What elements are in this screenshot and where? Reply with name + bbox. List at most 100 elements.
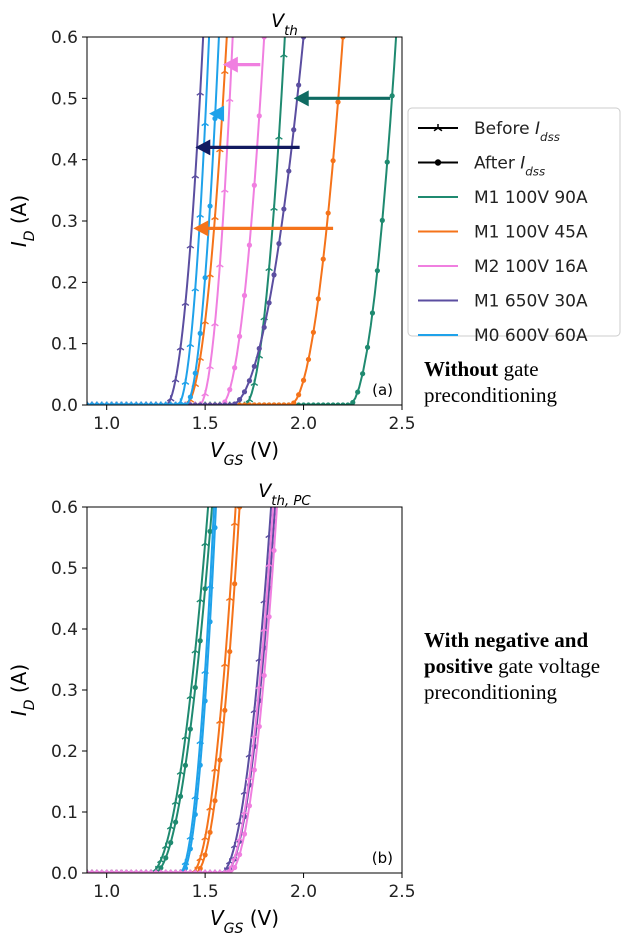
data-point [177, 402, 184, 405]
data-point [201, 119, 209, 127]
curve-line [87, 37, 211, 405]
data-point [236, 402, 243, 405]
data-point [310, 402, 317, 405]
data-point [187, 726, 193, 732]
axes-frame-a [86, 36, 403, 406]
shift-arrow-4 [209, 105, 225, 122]
x-tick-label: 2.0 [290, 414, 317, 434]
data-point [369, 310, 376, 316]
data-point [206, 363, 214, 370]
data-point [261, 37, 267, 40]
data-point [350, 399, 356, 405]
data-point [266, 614, 272, 620]
data-point [123, 870, 129, 873]
panel-b: 1.0 1.5 2.0 2.5 0.0 0.1 0.2 0.3 0.4 0.5 0.6 Vth, PC… [7, 480, 416, 937]
y-tick-label: 0.5 [51, 89, 78, 109]
data-point [207, 870, 213, 873]
data-point [177, 870, 184, 873]
data-point [241, 389, 248, 395]
data-point [143, 870, 149, 873]
data-point [227, 387, 233, 393]
x-axis-label-b: VGS (V) [210, 906, 279, 937]
data-point [211, 765, 219, 772]
data-point [296, 392, 302, 398]
data-point [320, 402, 326, 405]
data-point [320, 256, 326, 262]
data-point [94, 870, 100, 873]
curve-b-4-before [87, 507, 215, 873]
data-point [325, 402, 331, 405]
data-point [158, 865, 164, 871]
y-tick-label: 0.1 [51, 803, 78, 823]
shift-arrow-0 [293, 90, 391, 107]
data-point [225, 594, 234, 602]
data-point [87, 870, 90, 873]
data-point [225, 95, 234, 103]
data-point [163, 870, 169, 873]
data-point [222, 402, 228, 405]
panel-a: 1.0 1.5 2.0 2.5 0.0 0.1 0.2 0.3 0.4 0.5 0.6 Vth VGS … [7, 10, 416, 469]
data-point [325, 210, 331, 216]
data-point [245, 774, 254, 781]
data-point [276, 402, 282, 405]
curve-a-0-before [87, 37, 288, 405]
data-point [250, 732, 259, 739]
data-point [143, 402, 149, 405]
data-point [281, 402, 287, 405]
data-point [374, 268, 380, 274]
data-point [182, 762, 189, 768]
curve-line [87, 37, 305, 405]
curve-line [87, 507, 237, 873]
data-point [138, 870, 144, 873]
data-point [230, 519, 239, 527]
data-point [379, 217, 385, 223]
data-point [276, 241, 282, 247]
curve-line [87, 37, 205, 405]
data-point [235, 835, 244, 842]
chart-title-b: Vth, PC [258, 480, 311, 509]
data-point [340, 402, 346, 405]
data-point [158, 870, 164, 873]
data-point [300, 402, 307, 405]
data-point [291, 127, 297, 133]
x-tick-label: 2.5 [388, 882, 415, 902]
data-point [171, 798, 180, 805]
legend-marker [433, 124, 443, 132]
data-point [212, 402, 218, 405]
legend-label: M0 600V 60A [474, 326, 588, 346]
data-point [305, 356, 312, 363]
data-point [186, 340, 195, 348]
legend-entry: M2 100V 16A [418, 257, 588, 277]
data-point [217, 402, 223, 405]
data-point [181, 378, 190, 385]
data-point [148, 402, 154, 405]
legend-label: M1 100V 90A [474, 188, 588, 208]
data-point [182, 870, 189, 873]
data-point [211, 320, 219, 327]
y-tick-label: 0.5 [51, 559, 78, 579]
data-point [232, 581, 238, 587]
x-tick-label: 2.0 [290, 882, 317, 902]
data-point [192, 370, 198, 376]
legend-entry: After Idss [418, 154, 545, 179]
data-point [221, 186, 229, 193]
plot-area-b [87, 507, 278, 873]
data-point [216, 717, 224, 724]
data-point [330, 158, 336, 164]
data-point [394, 19, 399, 24]
curve-b-4-after [87, 507, 218, 873]
data-point [246, 402, 253, 405]
data-point [202, 402, 208, 405]
data-point [236, 333, 243, 339]
data-point [201, 834, 209, 841]
y-tick-label: 0.2 [51, 742, 78, 762]
data-point [168, 840, 174, 846]
data-point [172, 870, 179, 873]
legend-label: M2 100V 16A [474, 257, 588, 277]
data-point [104, 402, 110, 405]
data-point [222, 870, 228, 873]
data-point [217, 12, 222, 17]
data-point [176, 344, 185, 351]
data-point [206, 804, 214, 811]
data-point [148, 870, 154, 873]
